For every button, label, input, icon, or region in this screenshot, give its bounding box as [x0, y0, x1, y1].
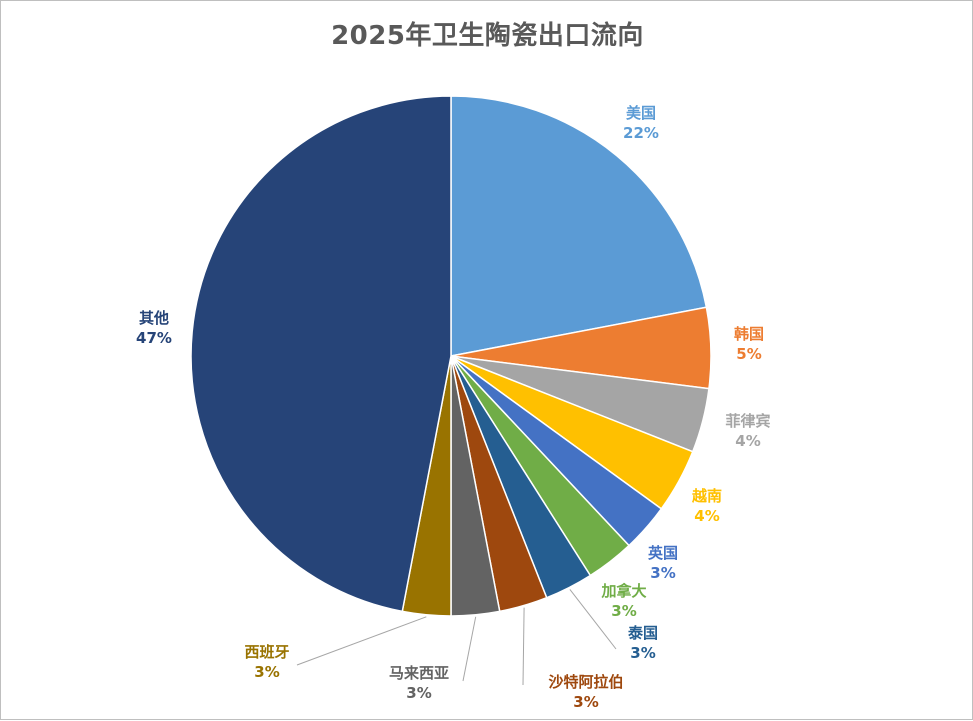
slice-label-name-9: 马来西亚 — [389, 664, 449, 682]
slice-label-value-3: 4% — [735, 432, 760, 450]
leader-line-10 — [296, 616, 427, 666]
slice-label-value-9: 3% — [406, 684, 431, 702]
slice-label-value-7: 3% — [630, 644, 655, 662]
slice-label-name-10: 西班牙 — [244, 643, 289, 661]
slice-label-name-4: 越南 — [691, 487, 722, 505]
slice-label-value-4: 4% — [694, 507, 719, 525]
leader-line-7 — [569, 589, 617, 650]
slice-label-value-1: 22% — [623, 124, 659, 142]
slice-label-value-6: 3% — [611, 602, 636, 620]
slice-label-name-5: 英国 — [648, 544, 678, 562]
slice-label-name-7: 泰国 — [627, 624, 658, 642]
leader-line-9 — [462, 616, 477, 682]
leader-line-8 — [522, 607, 525, 686]
pie-slice-11 — [190, 95, 452, 613]
slice-label-name-1: 美国 — [626, 104, 656, 122]
slice-label-name-8: 沙特阿拉伯 — [548, 673, 623, 691]
slice-label-value-10: 3% — [254, 663, 279, 681]
slice-label-name-6: 加拿大 — [600, 582, 646, 600]
slice-label-name-11: 其他 — [139, 309, 169, 327]
slice-label-value-5: 3% — [650, 564, 675, 582]
pie-slice-1 — [450, 95, 708, 357]
slice-label-value-2: 5% — [736, 345, 761, 363]
slice-label-name-3: 菲律宾 — [725, 412, 770, 430]
slice-label-value-11: 47% — [136, 329, 172, 347]
chart-title: 2025年卫生陶瓷出口流向 — [331, 21, 644, 51]
slice-label-name-2: 韩国 — [734, 325, 764, 343]
slice-label-value-8: 3% — [573, 693, 598, 711]
